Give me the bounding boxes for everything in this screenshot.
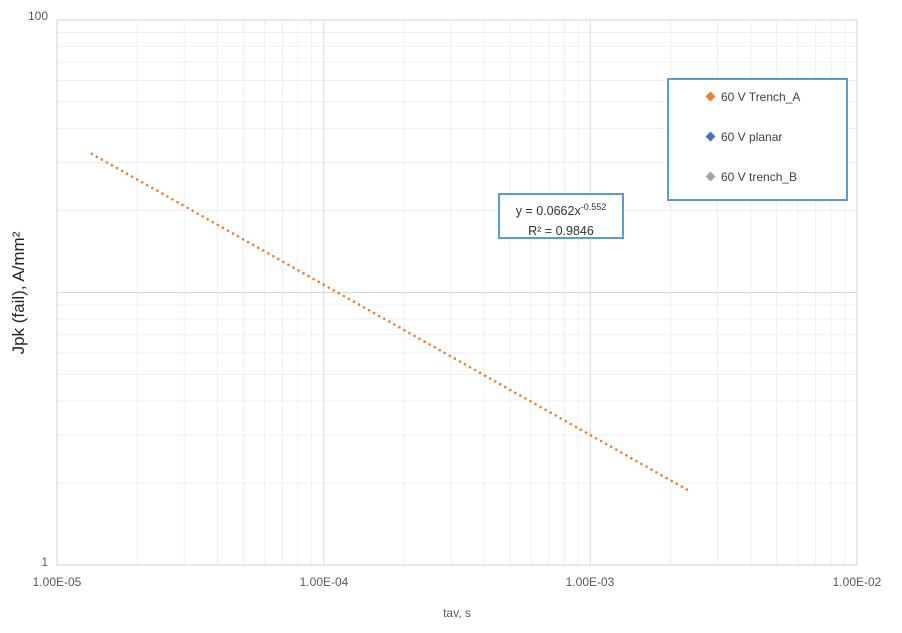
legend-entry-trench-a: 60 V Trench_A xyxy=(705,89,846,104)
x-tick-1e-03: 1.00E-03 xyxy=(565,575,615,589)
x-tick-1e-02: 1.00E-02 xyxy=(832,575,882,589)
scatter-series-0 xyxy=(85,0,693,521)
legend-label: 60 V Trench_A xyxy=(721,89,801,104)
scatter-series-1 xyxy=(183,0,476,369)
gridlines xyxy=(56,19,858,566)
legend-label: 60 V planar xyxy=(721,129,783,144)
y-tick-100: 100 xyxy=(27,9,48,23)
legend: 60 V Trench_A 60 V planar 60 V trench_B xyxy=(667,78,848,201)
y-axis-title: Jpk (fail), A/mm² xyxy=(9,231,28,355)
orange-diamond-icon xyxy=(705,91,716,102)
trendline-equation-box: y = 0.0662x-0.552 R² = 0.9846 xyxy=(498,193,624,239)
blue-diamond-icon xyxy=(705,131,716,142)
x-axis-title: tav, s xyxy=(443,606,471,620)
r-squared-line: R² = 0.9846 xyxy=(528,224,594,239)
x-tick-1e-04: 1.00E-04 xyxy=(299,575,349,589)
scatter-series-2 xyxy=(158,0,559,439)
equation-line: y = 0.0662x-0.552 xyxy=(515,202,607,219)
equation-exponent: -0.552 xyxy=(580,202,607,212)
x-tick-1e-05: 1.00E-05 xyxy=(32,575,82,589)
gray-diamond-icon xyxy=(705,171,716,182)
trendline xyxy=(90,152,689,491)
legend-entry-trench-b: 60 V trench_B xyxy=(705,169,846,184)
legend-label: 60 V trench_B xyxy=(721,169,798,184)
y-tick-1: 1 xyxy=(41,555,48,569)
legend-entry-planar: 60 V planar xyxy=(705,129,846,144)
